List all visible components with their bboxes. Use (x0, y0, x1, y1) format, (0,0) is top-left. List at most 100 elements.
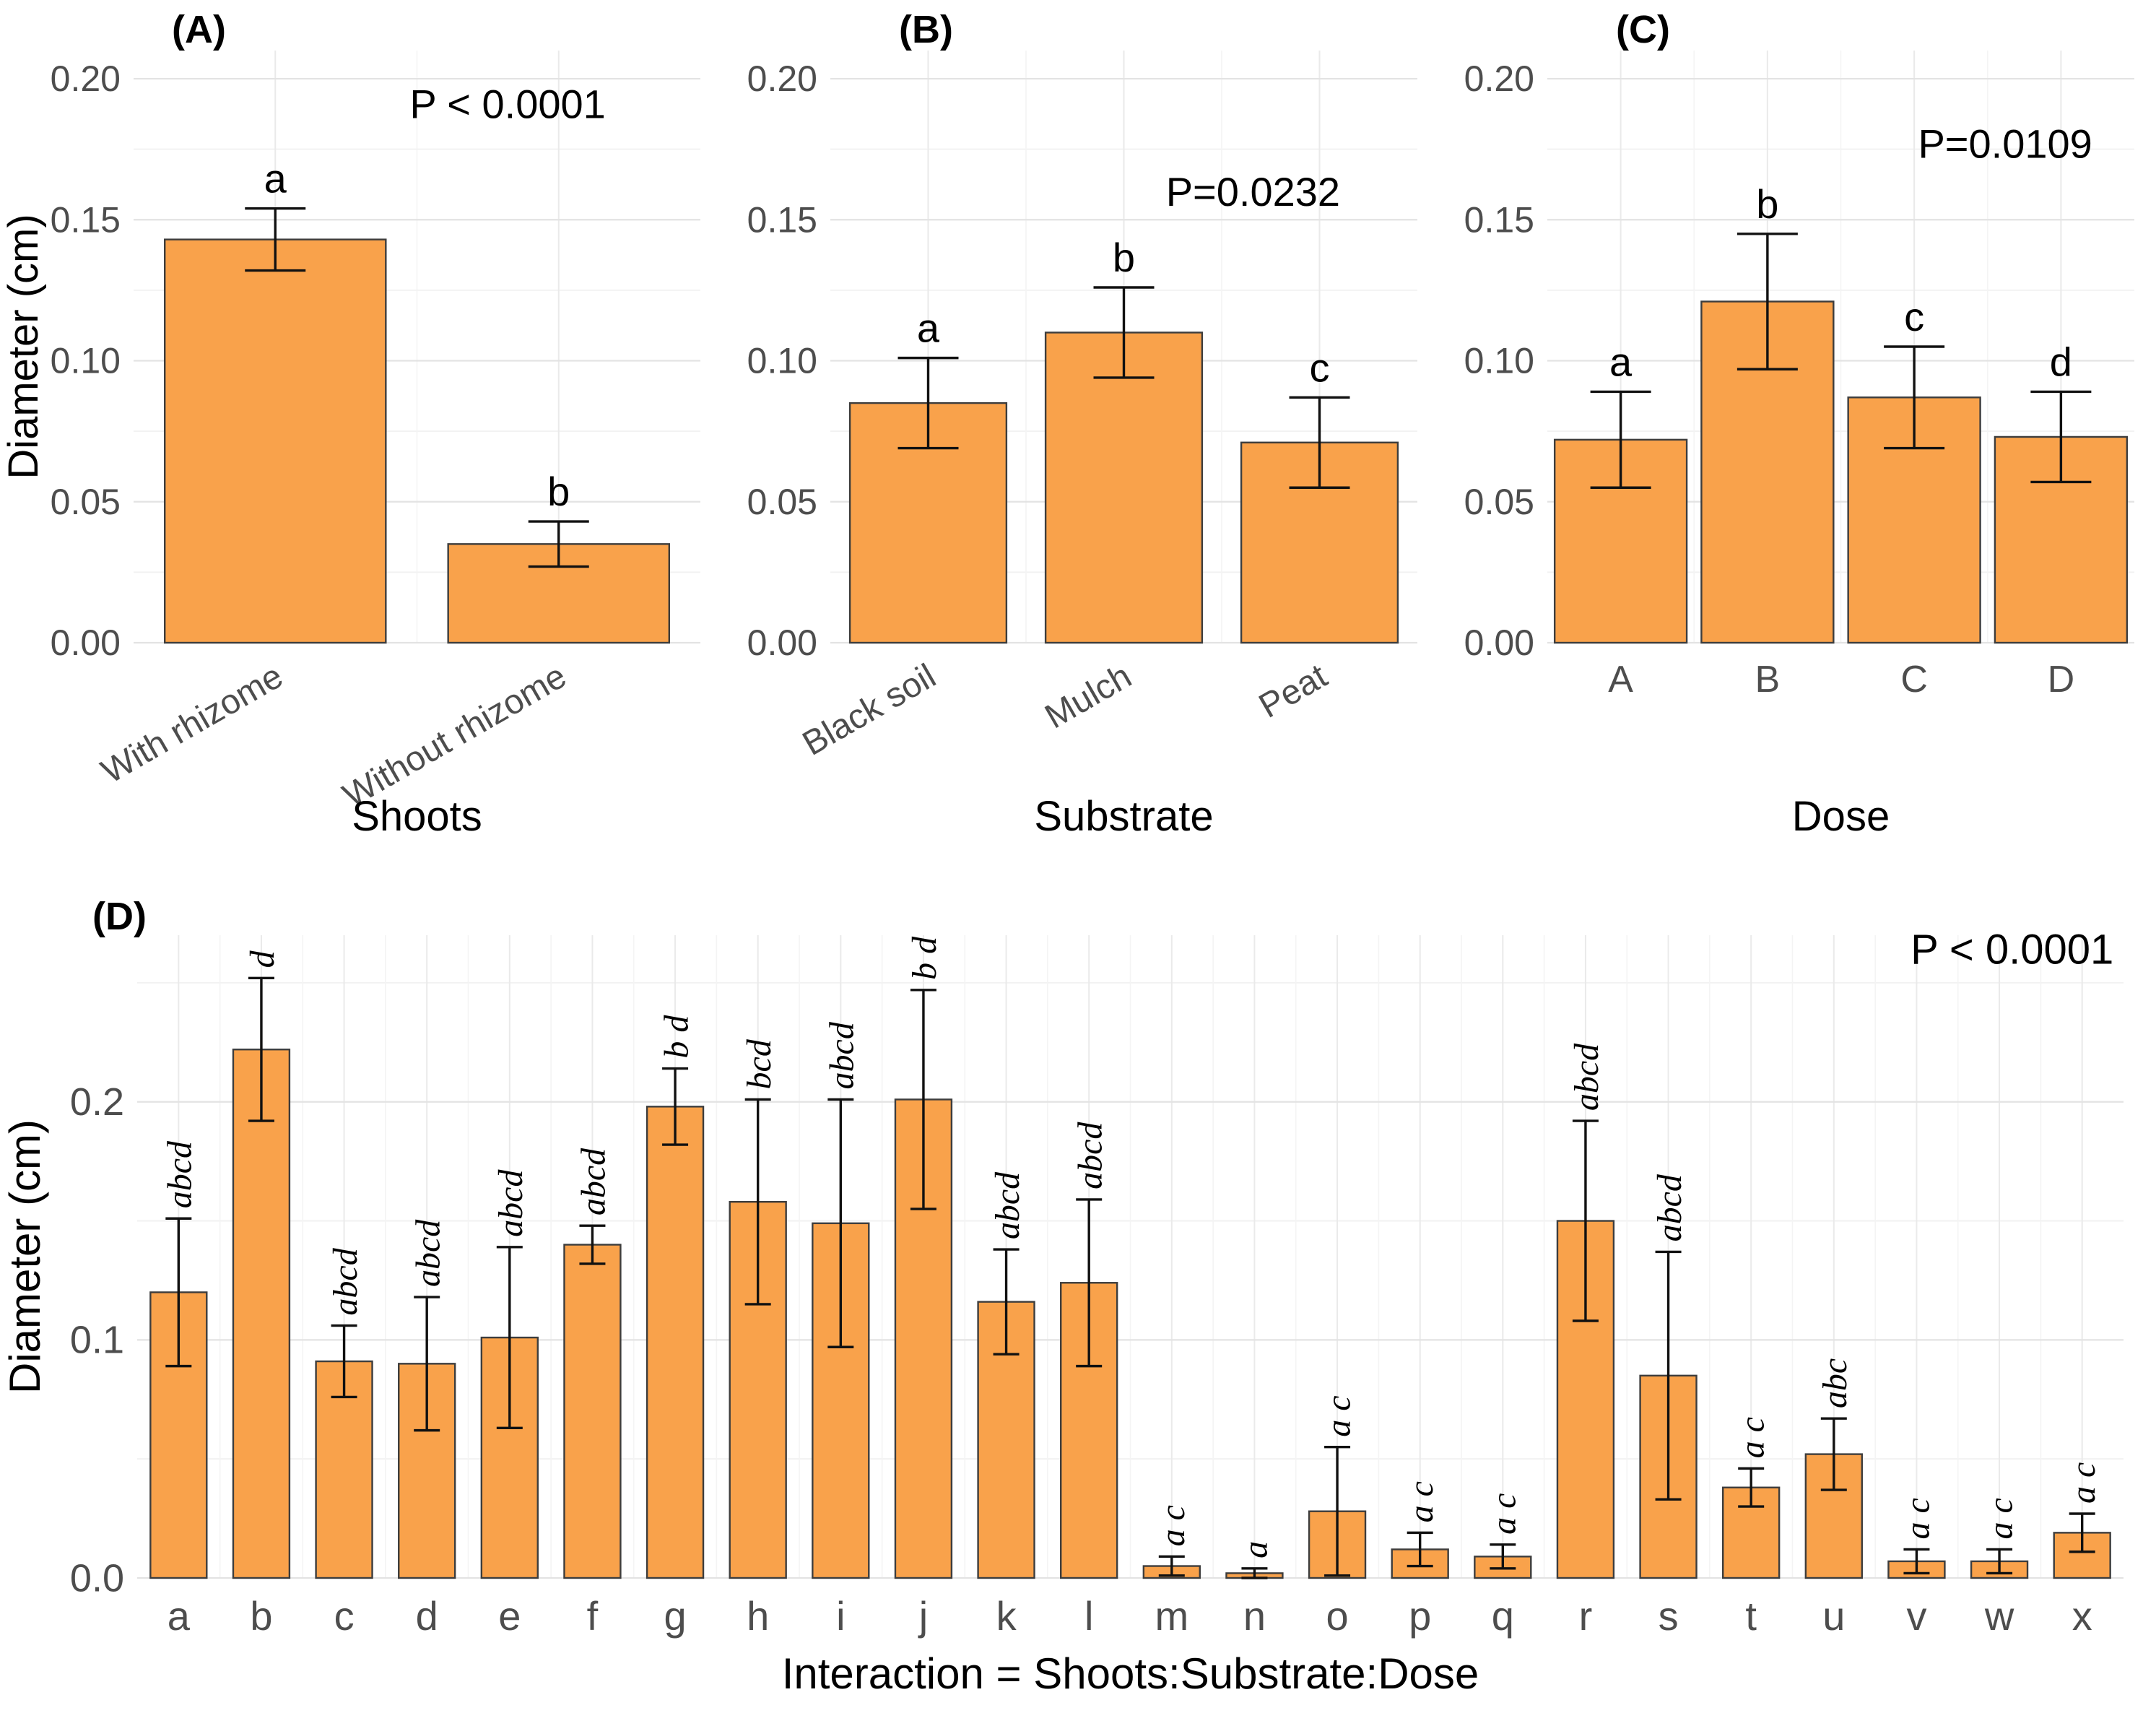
x-tick-label: B (1755, 659, 1781, 701)
panel-d-tag: (D) (92, 895, 147, 938)
y-tick-label: 0.15 (1464, 199, 1534, 240)
y-tick-label: 0.05 (51, 482, 121, 522)
sig-label: abcd (1651, 1174, 1689, 1241)
panel-b: (B) a b c 0.00 0.05 0.10 0.15 0.20 Black soil Mul… (722, 0, 1439, 874)
sig-label: a c (1154, 1505, 1192, 1546)
bar (1044, 331, 1204, 644)
x-tick-label: c (334, 1593, 355, 1639)
x-tick-label: a (168, 1593, 191, 1639)
x-axis-title: Shoots (352, 793, 482, 840)
y-tick-label: 0.0 (70, 1556, 124, 1600)
sig-label: a c (1319, 1395, 1357, 1436)
x-tick-label: v (1906, 1593, 1926, 1639)
panel-a: (A) a b 0.00 0.05 0.10 0.15 0.20 With rhizome Wi… (0, 0, 722, 874)
y-tick-label: 0.05 (1464, 482, 1534, 522)
y-tick-label: 0.10 (51, 341, 121, 381)
sig-label: a c (1733, 1417, 1771, 1458)
sig-label: b (547, 469, 570, 514)
y-tick-label: 0.10 (747, 341, 817, 381)
sig-label: abcd (988, 1171, 1027, 1239)
x-tick-label: q (1492, 1593, 1514, 1639)
y-tick-label: 0.00 (51, 623, 121, 663)
x-tick-label: Peat (1253, 657, 1334, 726)
p-value-label: P < 0.0001 (409, 82, 605, 127)
x-axis-title: Substrate (1034, 793, 1213, 840)
sig-label: abcd (1071, 1122, 1109, 1189)
sig-label: c (1310, 344, 1330, 390)
y-tick-label: 0.15 (747, 199, 817, 240)
bar (163, 238, 387, 644)
sig-label: b d (905, 936, 944, 980)
x-tick-label: Black soil (796, 657, 942, 763)
sig-label: d (243, 950, 282, 968)
sig-label: abcd (492, 1169, 530, 1237)
y-tick-label: 0.20 (51, 58, 121, 99)
sig-label: abcd (575, 1148, 613, 1215)
x-axis-title: Interaction = Shoots:Substrate:Dose (782, 1649, 1479, 1698)
x-tick-label: b (250, 1593, 272, 1639)
bar (232, 1049, 291, 1579)
panel-a-chart: a b 0.00 0.05 0.10 0.15 0.20 With rhizome Withou… (0, 51, 700, 840)
x-tick-label: g (664, 1593, 686, 1639)
y-tick-label: 0.00 (747, 623, 817, 663)
sig-label: bcd (740, 1038, 778, 1089)
sig-label: b (1756, 181, 1778, 227)
x-tick-label: p (1409, 1593, 1431, 1639)
sig-label: a c (1899, 1498, 1937, 1539)
x-tick-label: C (1900, 659, 1928, 701)
panel-d: (D) abcd d abcd abcd abcd abcd b d bcd abcd b d ab… (0, 874, 2156, 1713)
sig-label: b d (657, 1015, 695, 1059)
sig-label: abcd (823, 1021, 861, 1089)
sig-label: abcd (409, 1219, 447, 1287)
p-value-label: P=0.0232 (1166, 169, 1340, 214)
sig-label: a (917, 305, 940, 351)
sig-label: c (1904, 294, 1924, 339)
bar (563, 1244, 622, 1579)
x-tick-label: d (416, 1593, 438, 1639)
x-axis-title: Dose (1792, 793, 1890, 840)
x-tick-label: f (587, 1593, 599, 1639)
panel-c: (C) a b c d 0.00 0.05 0.10 0.15 0.20 A B C D Dose P=0.… (1439, 0, 2156, 874)
y-tick-label: 0.00 (1464, 623, 1534, 663)
x-tick-label: w (1984, 1593, 2014, 1639)
y-axis-title: Diameter (cm) (1, 1119, 49, 1394)
x-tick-label: Mulch (1039, 657, 1138, 737)
x-tick-label: i (836, 1593, 845, 1639)
panel-b-chart: a b c 0.00 0.05 0.10 0.15 0.20 Black soil Mulch Pe… (747, 51, 1417, 840)
y-tick-label: 0.1 (70, 1319, 124, 1362)
x-tick-label: o (1326, 1593, 1348, 1639)
bar (646, 1106, 705, 1579)
x-tick-label: t (1745, 1593, 1757, 1639)
sig-label: a c (1485, 1493, 1523, 1535)
sig-label: a (264, 156, 287, 201)
sig-label: abcd (1568, 1043, 1606, 1111)
x-tick-label: s (1659, 1593, 1679, 1639)
x-tick-label: m (1155, 1593, 1188, 1639)
x-tick-label: Without rhizome (336, 657, 573, 815)
sig-label: a (1237, 1541, 1275, 1558)
x-tick-label: l (1084, 1593, 1093, 1639)
x-tick-label: e (498, 1593, 521, 1639)
x-tick-label: n (1243, 1593, 1266, 1639)
panel-a-tag: (A) (172, 8, 226, 51)
top-panel-row: (A) a b 0.00 0.05 0.10 0.15 0.20 With rhizome Wi… (0, 0, 2156, 874)
sig-label: b (1113, 235, 1135, 280)
x-tick-label: x (2072, 1593, 2092, 1639)
sig-label: a c (1981, 1498, 2020, 1539)
y-tick-label: 0.2 (70, 1080, 124, 1124)
x-tick-label: j (918, 1593, 928, 1639)
y-tick-label: 0.10 (1464, 341, 1534, 381)
y-tick-label: 0.15 (51, 199, 121, 240)
x-tick-label: A (1608, 659, 1633, 701)
y-tick-label: 0.05 (747, 482, 817, 522)
x-tick-label: h (747, 1593, 769, 1639)
sig-label: d (2050, 339, 2072, 384)
sig-label: abc (1816, 1358, 1854, 1408)
p-value-label: P=0.0109 (1918, 121, 2092, 166)
sig-label: abcd (161, 1140, 199, 1208)
x-tick-label: r (1579, 1593, 1593, 1639)
y-tick-label: 0.20 (1464, 58, 1534, 99)
x-tick-label: k (996, 1593, 1017, 1639)
